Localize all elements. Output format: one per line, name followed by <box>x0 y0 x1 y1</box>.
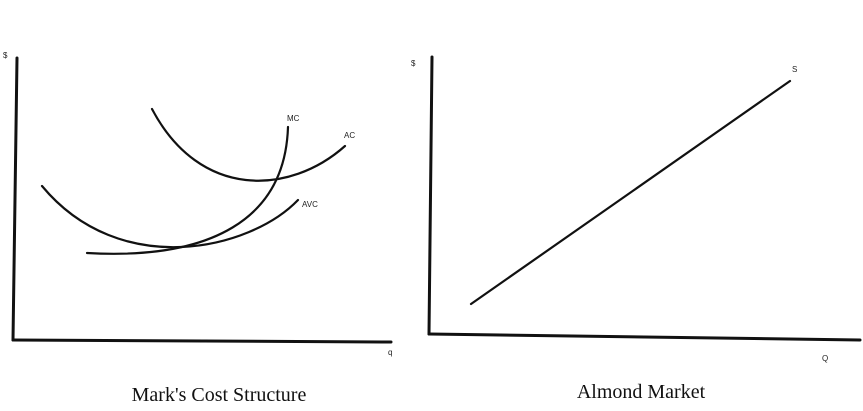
left-y-axis-label: $ <box>3 51 8 60</box>
supply-curve <box>469 79 792 306</box>
left-caption: Mark's Cost Structure <box>132 384 307 406</box>
left-x-axis <box>11 338 393 344</box>
right-caption: Almond Market <box>577 381 706 403</box>
cost-structure-graph: $ q MC AC AVC Mark's Cost Structure <box>3 51 393 406</box>
mc-curve <box>85 125 290 255</box>
mc-label: MC <box>287 114 300 123</box>
supply-label: S <box>792 65 797 74</box>
left-x-axis-label: q <box>388 348 392 357</box>
ac-curve <box>150 107 347 182</box>
avc-curve <box>40 184 300 249</box>
ac-label: AC <box>344 131 355 140</box>
left-y-axis <box>11 56 19 342</box>
almond-market-graph: $ Q S Almond Market <box>411 55 862 403</box>
avc-label: AVC <box>302 200 318 209</box>
right-y-axis-label: $ <box>411 59 416 68</box>
right-x-axis-label: Q <box>822 354 828 363</box>
right-y-axis <box>427 55 434 336</box>
right-x-axis <box>427 332 862 342</box>
